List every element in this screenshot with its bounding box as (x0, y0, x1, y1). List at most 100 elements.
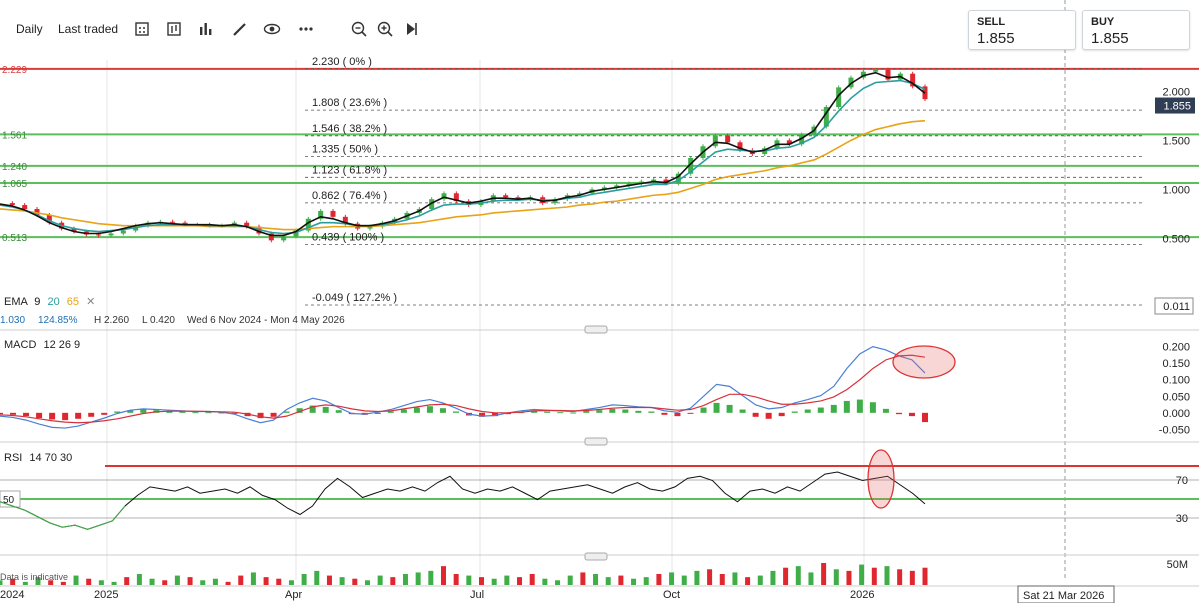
price-tick-label: 1.000 (1162, 184, 1190, 196)
macd-histogram-bar (439, 408, 446, 413)
candle (638, 181, 644, 184)
volume-bar (922, 567, 928, 585)
volume-bar (795, 566, 801, 585)
calendar-icon[interactable] (133, 20, 151, 38)
volume-bar (339, 577, 345, 585)
candle (626, 183, 632, 186)
more-icon[interactable] (297, 20, 315, 38)
candle (614, 185, 620, 188)
price-tick-label: 0.500 (1162, 233, 1190, 245)
volume-bar (200, 580, 206, 585)
highlight-ellipse (892, 345, 956, 379)
macd-histogram-bar (648, 411, 655, 413)
hline-label: 1.561 (2, 130, 27, 141)
volume-bar (491, 578, 497, 585)
macd-histogram-bar (387, 411, 394, 413)
macd-histogram-bar (922, 412, 928, 423)
macd-histogram-bar (114, 411, 121, 413)
zoom-in-icon[interactable] (376, 20, 394, 38)
fibonacci-label: 0.862 ( 76.4% ) (312, 190, 387, 202)
volume-bar (783, 567, 789, 585)
macd-histogram-bar (374, 412, 381, 414)
volume-tick-label: 50M (1167, 559, 1188, 571)
ema-period-9: 9 (34, 296, 41, 308)
volume-bar (707, 569, 713, 585)
volume-bar (402, 574, 408, 585)
macd-histogram-bar (713, 402, 720, 413)
macd-histogram-bar (895, 412, 902, 415)
candle (120, 230, 126, 234)
change-value: 1.030 (0, 315, 26, 326)
volume-bar (187, 577, 193, 585)
macd-histogram-bar (283, 411, 290, 413)
ema-legend[interactable]: EMA 9 20 65 ✕ (4, 295, 95, 308)
macd-params: 12 26 9 (43, 339, 81, 351)
rsi-left-tag-label: 50 (3, 495, 15, 506)
candle (577, 193, 583, 196)
sell-button[interactable]: SELL 1.855 (968, 10, 1076, 50)
macd-histogram-bar (479, 412, 486, 417)
rsi-legend[interactable]: RSI 14 70 30 (4, 452, 72, 464)
price-tick-label: 1.500 (1162, 135, 1190, 147)
macd-legend[interactable]: MACD 12 26 9 (4, 339, 80, 351)
candle (9, 203, 15, 206)
fibonacci-label: 1.808 ( 23.6% ) (312, 97, 387, 109)
ema9-line (0, 71, 926, 237)
macd-histogram-bar (778, 412, 785, 417)
rsi-label: RSI (4, 452, 23, 464)
macd-histogram-bar (583, 410, 590, 413)
volume-bar (542, 578, 548, 585)
buy-button[interactable]: BUY 1.855 (1082, 10, 1190, 50)
interval-button[interactable]: Daily (16, 22, 43, 36)
macd-histogram-bar (739, 409, 746, 413)
volume-bar (631, 578, 637, 585)
volume-bar (567, 575, 573, 585)
ema20-line (0, 79, 926, 235)
toolbar: Daily Last traded (0, 0, 960, 60)
draw-icon[interactable] (231, 20, 249, 38)
candle (885, 69, 891, 80)
play-icon[interactable] (402, 20, 420, 38)
volume-bar (757, 575, 763, 585)
volume-bar (479, 577, 485, 585)
x-tick-label: 2024 (0, 589, 24, 601)
fibonacci-label: 0.439 ( 100% ) (312, 231, 384, 243)
candle (429, 199, 435, 209)
fibonacci-label: 1.123 ( 61.8% ) (312, 164, 387, 176)
volume-bar (48, 580, 54, 585)
volume-bar (428, 570, 434, 585)
ema-period-20: 20 (47, 296, 60, 308)
sell-price: 1.855 (977, 30, 1015, 47)
macd-histogram-bar (218, 412, 225, 414)
chart-type-icon[interactable] (165, 20, 183, 38)
eye-icon[interactable] (263, 20, 281, 38)
macd-histogram-bar (335, 410, 342, 413)
volume-bar (643, 577, 649, 585)
volume-bar (871, 567, 877, 585)
candle (860, 71, 866, 78)
macd-histogram-bar (296, 408, 303, 413)
macd-label: MACD (4, 339, 37, 351)
candle (108, 233, 114, 236)
macd-tick-label: 0.100 (1162, 375, 1190, 387)
hline-label: 2.229 (2, 65, 27, 76)
close-icon[interactable]: ✕ (86, 296, 96, 308)
candle (836, 87, 842, 108)
zoom-out-icon[interactable] (350, 20, 368, 38)
indicators-icon[interactable] (197, 20, 215, 38)
macd-histogram-bar (570, 412, 577, 414)
pane-resize-handle (584, 437, 608, 446)
hline-label: 1.240 (2, 162, 27, 173)
macd-histogram-bar (322, 406, 329, 413)
volume-bar (301, 574, 307, 585)
volume-bar (732, 572, 738, 585)
macd-histogram-bar (882, 408, 889, 413)
macd-histogram-bar (544, 411, 551, 413)
volume-bar (504, 575, 510, 585)
volume-bar (529, 574, 535, 585)
crosshair-date-box (1017, 585, 1115, 603)
price-type-button[interactable]: Last traded (58, 22, 119, 36)
macd-histogram-bar (531, 410, 538, 413)
macd-histogram-bar (557, 412, 564, 414)
